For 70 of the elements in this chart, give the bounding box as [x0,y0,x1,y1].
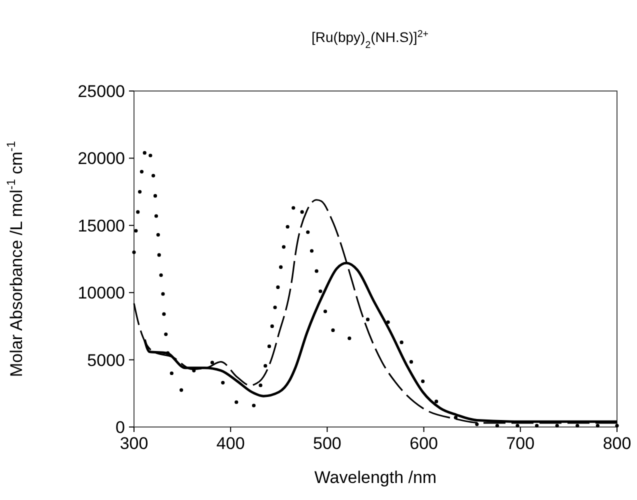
point [170,371,174,376]
y-tick-label: 15000 [78,216,125,236]
point [252,404,256,408]
x-tick-label: 500 [313,434,342,453]
point [366,318,370,322]
point [267,344,272,348]
point [615,424,619,428]
point [258,384,262,388]
point [270,324,274,328]
point [154,214,158,218]
point [331,328,335,332]
point [157,253,161,257]
point [434,400,438,404]
point [495,424,500,428]
point [164,332,168,336]
point [273,306,277,310]
point [475,422,479,426]
y-tick-label: 5000 [87,350,125,370]
point [306,230,310,234]
y-tick-label: 10000 [78,284,125,303]
point [300,210,304,214]
chart-title: [Ru(bpy)$_{2}$(NH.S)]$^{2+}$ [312,28,429,50]
point [180,388,184,392]
point [138,190,142,194]
point [221,380,225,384]
point [142,151,146,155]
point [596,424,600,428]
point [279,265,283,269]
x-axis-title: Wavelength /nm [314,468,437,487]
point [162,312,166,316]
x-tick-label: 600 [410,434,438,453]
x-tick-label: 800 [602,434,632,453]
point [210,360,214,364]
point [400,340,404,344]
point [166,351,170,355]
x-tick-label: 400 [216,434,245,453]
point [140,170,144,174]
point [348,336,352,340]
point [161,292,165,296]
point [276,285,280,290]
point [555,424,559,428]
point [314,269,318,273]
point [152,174,156,178]
point [156,233,160,237]
point [409,360,414,364]
point [132,250,136,254]
x-tick-label: 300 [120,434,148,453]
point [576,424,580,428]
x-tick-label: 700 [506,434,535,453]
point [292,206,296,210]
point [153,194,158,198]
y-tick-label: 25000 [78,82,125,101]
point [310,249,314,253]
point [454,416,458,420]
point [159,273,163,277]
point [421,380,425,384]
point [134,228,138,233]
point [282,245,286,249]
point [136,210,140,214]
point [264,364,268,368]
point [516,424,520,428]
point [386,320,390,324]
point [234,400,238,404]
y-tick-label: 20000 [78,149,125,168]
point [148,154,152,158]
point [286,224,290,229]
point [535,424,539,428]
point [318,289,322,294]
y-tick-label: 0 [116,418,125,437]
point [323,310,328,314]
